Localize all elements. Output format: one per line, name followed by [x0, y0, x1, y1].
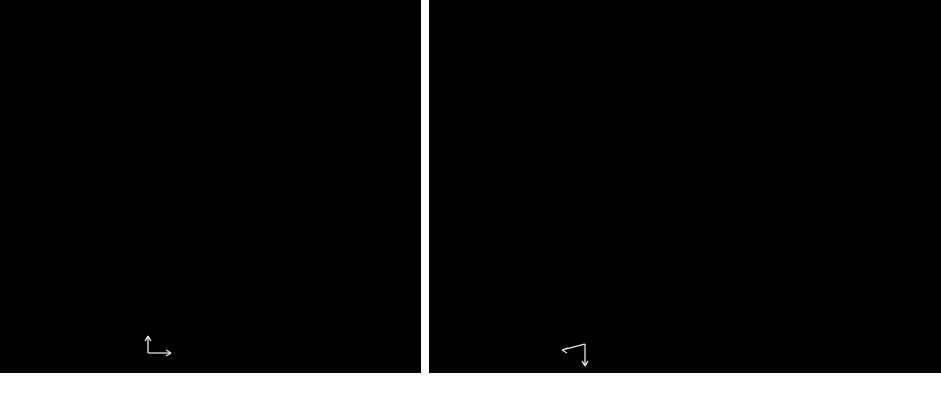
main-view-colorbar	[3, 15, 26, 359]
main-view-caption	[0, 375, 421, 406]
x-axis-arrow	[148, 349, 172, 357]
main-view-panel	[0, 0, 421, 373]
top-view-axis-triad	[561, 343, 589, 367]
z-axis-arrow	[581, 344, 589, 367]
main-view-axis-triad	[144, 335, 172, 357]
top-view-panel	[429, 0, 941, 373]
z-axis-arrow	[144, 335, 152, 353]
top-view-colorbar	[432, 15, 461, 359]
x-axis-arrow	[561, 343, 586, 354]
top-view-vector-plot	[429, 0, 941, 373]
main-view-vector-plot	[0, 0, 421, 373]
top-view-caption	[429, 375, 941, 406]
